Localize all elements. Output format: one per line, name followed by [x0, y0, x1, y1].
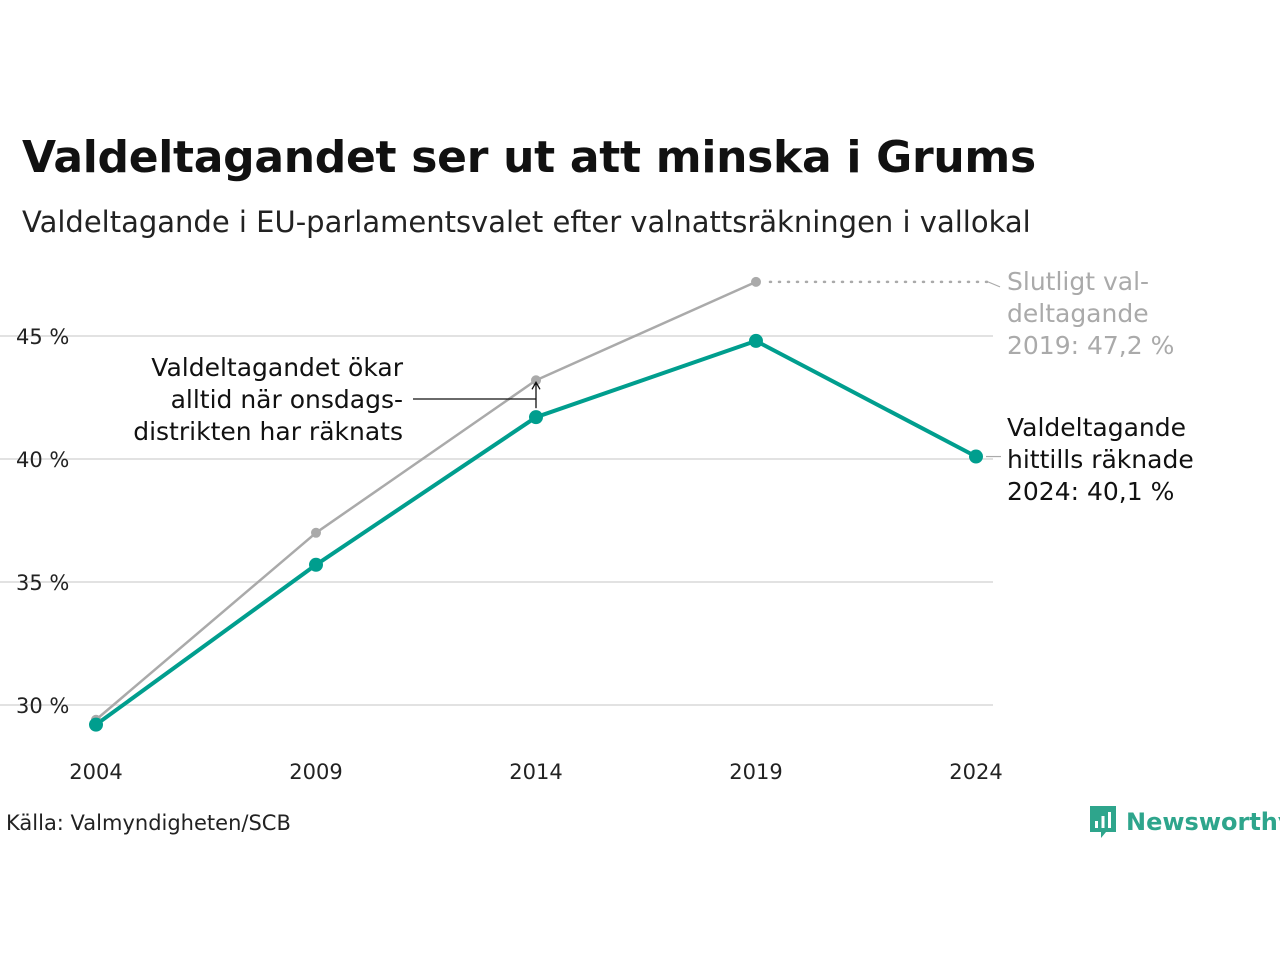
x-tick-label: 2009 [289, 760, 342, 784]
data-point-final [751, 276, 761, 287]
data-point-final [311, 527, 321, 538]
chart-title: Valdeltagandet ser ut att minska i Grums [22, 132, 1036, 183]
series-lines [94, 280, 978, 727]
final-turnout-label: deltagande [1007, 299, 1149, 328]
brand-name: Newsworthy [1126, 808, 1280, 836]
series-points [89, 276, 983, 732]
newsworthy-logo-icon [1090, 806, 1116, 838]
chart-subtitle: Valdeltagande i EU-parlamentsvalet efter… [22, 205, 1031, 239]
data-point-counted [529, 410, 543, 425]
data-point-counted [749, 333, 763, 348]
wednesday-arrow-head [531, 380, 541, 390]
x-tick-label: 2004 [69, 760, 122, 784]
data-point-counted [309, 557, 323, 572]
final-turnout-label: 2019: 47,2 % [1007, 331, 1174, 360]
data-point-final [531, 375, 541, 386]
brand-logo: Newsworthy [1088, 804, 1280, 840]
counted-label: hittills räknade [1007, 445, 1194, 474]
counted-label: Valdeltagande [1007, 413, 1186, 442]
final-turnout-label: Slutligt val- [1007, 267, 1149, 296]
x-axis-ticks: 2004 2009 2014 2019 2024 [69, 760, 1002, 784]
y-tick-label: 35 % [16, 571, 69, 595]
y-tick-label: 30 % [16, 694, 69, 718]
wednesday-note: alltid när onsdags- [171, 385, 403, 414]
x-tick-label: 2019 [729, 760, 782, 784]
counted-label: 2024: 40,1 % [1007, 477, 1174, 506]
y-tick-label: 40 % [16, 448, 69, 472]
gridlines [0, 335, 993, 706]
source-note: Källa: Valmyndigheten/SCB [6, 811, 291, 835]
series-line-final [94, 280, 758, 722]
final-turnout-tick [987, 281, 1001, 288]
y-axis-ticks: 30 % 35 % 40 % 45 % [16, 325, 69, 718]
wednesday-note: distrikten har räknats [133, 417, 403, 446]
x-tick-label: 2024 [949, 760, 1002, 784]
annotations: Slutligt val-deltagande 2019: 47,2 % Valde… [133, 267, 1193, 506]
data-point-counted [89, 717, 103, 732]
wednesday-note: Valdeltagandet ökar [151, 353, 403, 382]
data-point-counted [969, 449, 983, 464]
y-tick-label: 45 % [16, 325, 69, 349]
x-tick-label: 2014 [509, 760, 562, 784]
